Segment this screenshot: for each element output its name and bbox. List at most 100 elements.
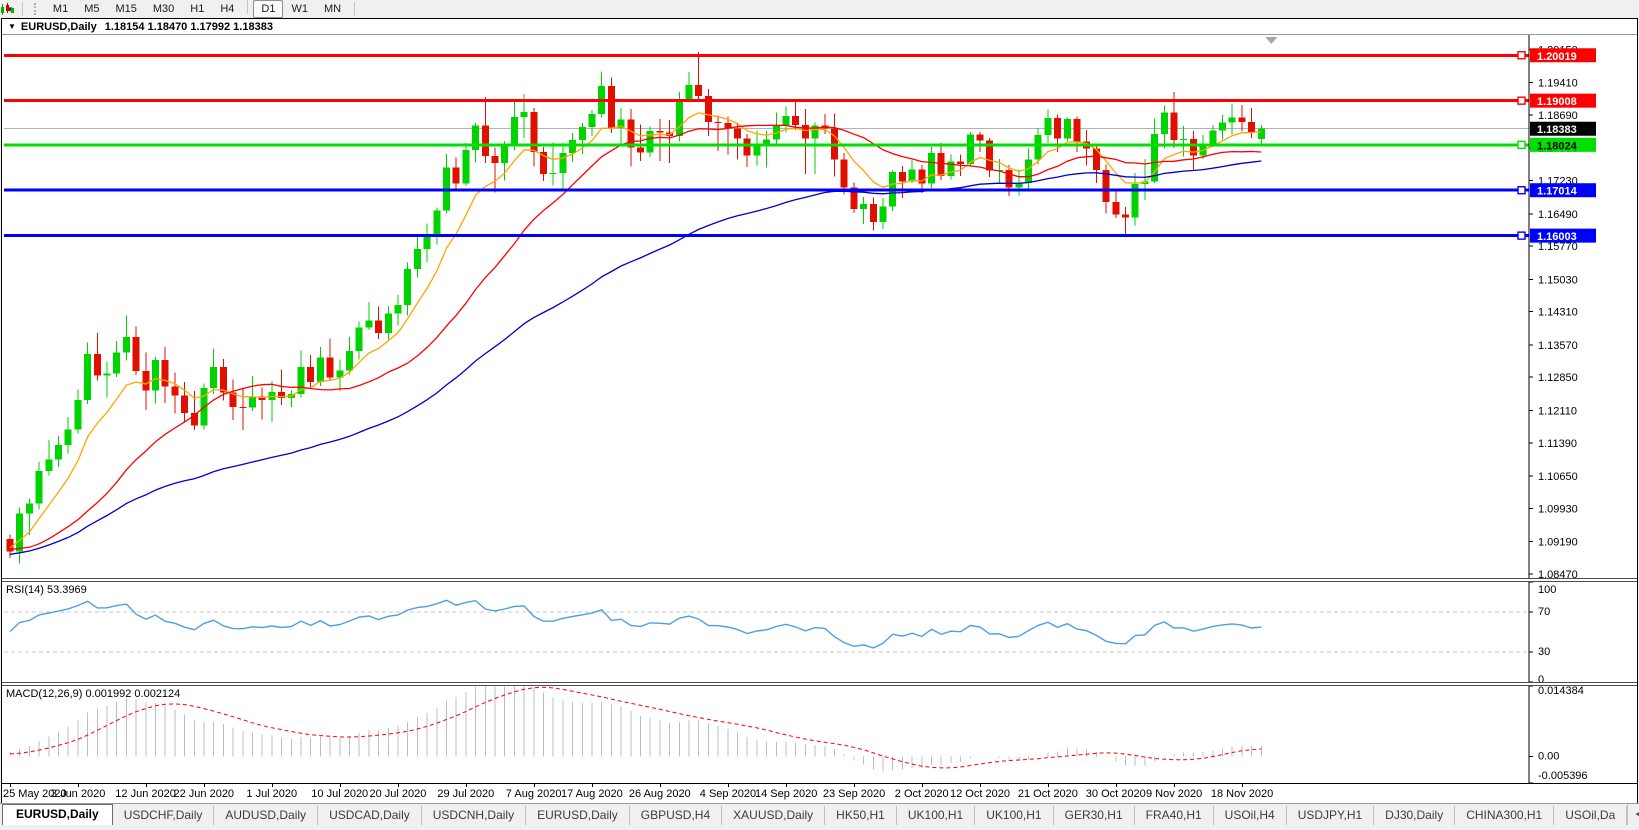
level-line-handle[interactable] (1517, 96, 1526, 105)
timeframe-button-m15[interactable]: M15 (115, 3, 137, 15)
chart-tab-bar: EURUSD,Daily USDCHF,Daily AUDUSD,Daily USDC… (0, 803, 1639, 825)
candles (6, 52, 1265, 564)
date-axis-label: 1 Jul 2020 (246, 788, 298, 800)
macd-pane-canvas[interactable]: 0.014384 0.00 -0.005396 (2, 686, 1639, 783)
timeframe-button-mn[interactable]: MN (323, 3, 342, 15)
timeframe-button-w1[interactable]: W1 (291, 3, 308, 15)
chart-tab-xauusd-daily[interactable]: XAUUSD,Daily (722, 806, 826, 825)
timeframe-button-h4[interactable]: H4 (220, 3, 235, 15)
price-axis-tick-label: 1.14310 (1538, 307, 1578, 319)
chart-tab-fra40-h1[interactable]: FRA40,H1 (1135, 806, 1214, 825)
svg-text:1.19008: 1.19008 (1537, 96, 1577, 108)
chart-tab-dj30-daily[interactable]: DJ30,Daily (1374, 806, 1456, 825)
chart-shift-marker[interactable] (1265, 37, 1278, 44)
toolbar-separator (354, 2, 356, 16)
level-price-label (1530, 228, 1596, 243)
candlestick-chart-icon (1, 2, 14, 15)
timeframe-button-d1[interactable]: D1 (253, 0, 284, 18)
main-chart-canvas[interactable]: 1.201501.194101.186901.179501.172301.164… (2, 35, 1639, 578)
chart-tab-usdchf-daily[interactable]: USDCHF,Daily (113, 806, 215, 825)
chart-tab-usoil-h4[interactable]: USOil,H4 (1214, 806, 1287, 825)
price-axis-tick-label: 1.12110 (1538, 405, 1577, 417)
price-axis-tick-label: 1.09930 (1538, 503, 1578, 515)
svg-text:1.17014: 1.17014 (1537, 186, 1578, 198)
chart-tab-uk100-h1[interactable]: UK100,H1 (897, 806, 976, 825)
date-axis[interactable]: 25 May 2020 3 Jun 2020 12 Jun 2020 22 Jun 2… (2, 783, 1637, 804)
price-axis-tick-label: 1.15030 (1538, 274, 1578, 286)
chart-ohlc-values: 1.18154 1.18470 1.17992 1.18383 (104, 20, 273, 33)
date-axis-tick (853, 784, 855, 787)
chevron-down-icon[interactable]: ▼ (6, 4, 14, 14)
chart-tab-uk100-h1[interactable]: UK100,H1 (975, 806, 1054, 825)
date-axis-label: 4 Sep 2020 (699, 788, 757, 800)
toolbar-separator (247, 0, 249, 14)
chart-tab-gbpusd-h4[interactable]: GBPUSD,H4 (630, 806, 723, 825)
chart-tab-audusd-daily[interactable]: AUDUSD,Daily (214, 806, 319, 825)
date-axis-tick (921, 784, 923, 787)
window-bottom-strip (0, 825, 1639, 830)
price-axis-tick-label: 1.08470 (1538, 569, 1578, 578)
chart-type-button[interactable]: ▼ (1, 2, 17, 15)
date-axis-label: 18 Nov 2020 (1210, 788, 1274, 800)
rsi-axis-label: 0 (1538, 674, 1544, 682)
date-axis-tick (145, 784, 147, 787)
pane-separator[interactable] (2, 578, 1637, 582)
chart-symbol-label: EURUSD,Daily (20, 20, 97, 33)
date-axis-tick (1241, 784, 1243, 787)
tab-scroll-left-icon[interactable]: ◄ (1633, 809, 1639, 820)
macd-indicator-label: MACD(12,26,9) 0.001992 0.002124 (6, 688, 181, 700)
timeframe-button-m1[interactable]: M1 (52, 3, 69, 15)
price-axis-tick-label: 1.10650 (1538, 471, 1578, 483)
rsi-axis-label: 100 (1538, 584, 1556, 596)
date-axis-label: 17 Aug 2020 (561, 788, 623, 800)
collapse-arrow-icon[interactable]: ▼ (8, 22, 16, 31)
macd-signal-line (9, 686, 1262, 769)
svg-text:1.20019: 1.20019 (1537, 51, 1577, 63)
price-axis-tick-label: 1.19410 (1538, 78, 1578, 90)
pane-separator[interactable] (2, 682, 1637, 686)
ma-20-line[interactable] (9, 124, 1262, 551)
level-line-handle[interactable] (1517, 186, 1526, 195)
level-price-label (1530, 137, 1596, 152)
chart-tabs: EURUSD,Daily USDCHF,Daily AUDUSD,Daily USDC… (0, 804, 1628, 825)
chart-tab-usdjpy-h1[interactable]: USDJPY,H1 (1287, 806, 1375, 825)
level-line-handle[interactable] (1517, 231, 1526, 240)
timeframe-button-m5[interactable]: M5 (84, 3, 100, 15)
price-axis-tick-label: 1.11390 (1538, 438, 1577, 450)
date-axis-tick (204, 784, 205, 787)
ma-55-line[interactable] (9, 160, 1262, 555)
chart-tab-usdcnh-daily[interactable]: USDCNH,Daily (422, 806, 527, 825)
timeframe-button-m30[interactable]: M30 (152, 3, 175, 15)
timeframe-button-h1[interactable]: H1 (190, 3, 205, 15)
level-line-handle[interactable] (1517, 51, 1526, 60)
chart-tab-eurusd-daily[interactable]: EURUSD,Daily (2, 804, 113, 825)
rsi-pane-canvas[interactable]: 100 70 30 0 (2, 582, 1639, 682)
date-axis-label: 14 Sep 2020 (755, 788, 818, 800)
date-axis-label: 7 Aug 2020 (505, 788, 562, 800)
macd-axis-label: 0.014384 (1538, 686, 1584, 697)
chart-window: ▼ EURUSD,Daily 1.18154 1.18470 1.17992 1… (1, 18, 1638, 806)
level-line-handle[interactable] (1517, 140, 1526, 150)
macd-histogram (9, 686, 1262, 772)
date-axis-label: 12 Jun 2020 (115, 788, 176, 800)
date-axis-label: 10 Jul 2020 (311, 788, 369, 800)
timeframe-toolbar: ▼ M1 M5 M15 M30 H1 H4 D1 W1 MN (0, 0, 1639, 18)
svg-text:1.18383: 1.18383 (1537, 124, 1577, 136)
date-axis-tick (398, 784, 399, 787)
price-axis-tick-label: 1.16490 (1538, 209, 1578, 221)
rsi-line (9, 599, 1262, 649)
date-axis-tick (533, 784, 535, 787)
ma-8-line[interactable] (9, 112, 1262, 549)
date-axis-label: 21 Oct 2020 (1017, 788, 1078, 800)
chart-tab-hk50-h1[interactable]: HK50,H1 (825, 806, 897, 825)
current-price-label (1530, 121, 1596, 136)
date-axis-label: 22 Jun 2020 (173, 788, 235, 800)
toolbar-separator (21, 2, 23, 16)
chart-tab-usdcad-daily[interactable]: USDCAD,Daily (318, 806, 422, 825)
chart-tab-china300-h1[interactable]: CHINA300,H1 (1455, 806, 1555, 825)
chart-tab-usoil-da[interactable]: USOil,Da (1554, 806, 1628, 825)
chart-tab-eurusd-daily[interactable]: EURUSD,Daily (526, 806, 630, 825)
chart-tab-ger30-h1[interactable]: GER30,H1 (1054, 806, 1135, 825)
date-axis-label: 29 Jul 2020 (437, 788, 495, 800)
date-axis-label: 26 Aug 2020 (628, 788, 691, 800)
